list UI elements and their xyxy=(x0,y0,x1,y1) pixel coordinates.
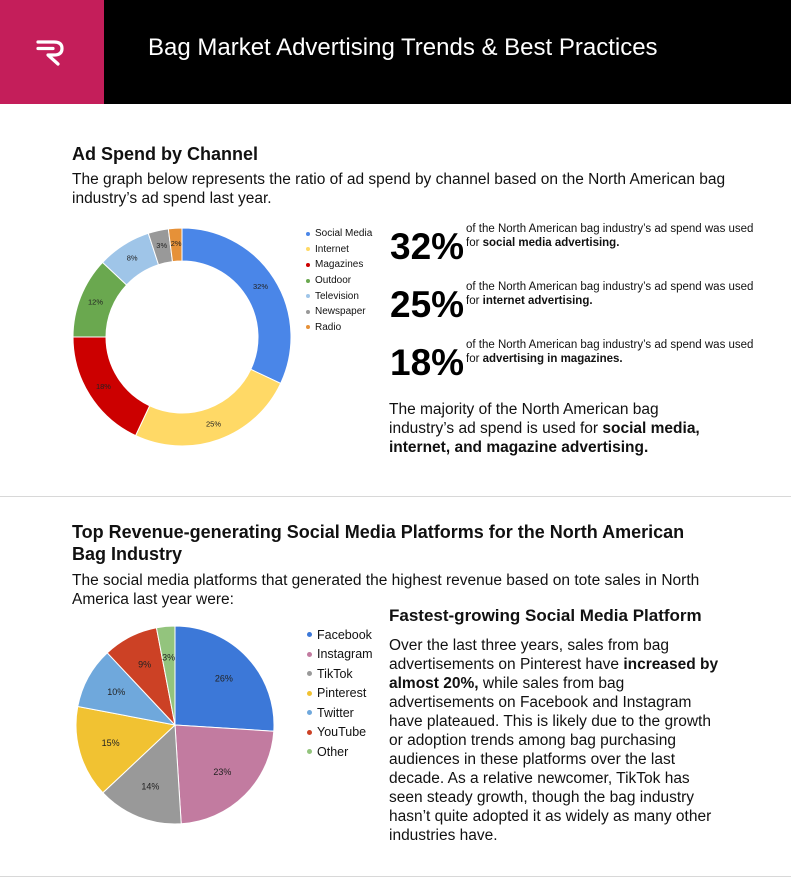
legend-swatch xyxy=(307,671,312,677)
legend-item-instagram: Instagram xyxy=(307,645,373,665)
slice-label-tiktok: 14% xyxy=(141,782,159,792)
section-description-ad-spend: The graph below represents the ratio of … xyxy=(72,171,726,207)
slice-label-instagram: 23% xyxy=(213,767,231,777)
slice-label-magazines: 18% xyxy=(96,382,111,391)
legend-item-pinterest: Pinterest xyxy=(307,684,373,704)
ad-spend-legend: Social Media Internet Magazines Outdoor Tele… xyxy=(306,226,372,335)
legend-item-radio: Radio xyxy=(306,320,372,336)
slice-label-pinterest: 15% xyxy=(102,738,120,748)
bottom-divider xyxy=(0,876,791,877)
legend-swatch xyxy=(307,749,312,755)
slice-label-youtube: 9% xyxy=(138,660,151,670)
header-bar: Bag Market Advertising Trends & Best Pra… xyxy=(0,0,791,104)
stat-text: of the North American bag industry’s ad … xyxy=(466,281,754,307)
slice-label-newspaper: 3% xyxy=(156,241,167,250)
slice-tiktok xyxy=(102,723,182,825)
stat-internet: 25% of the North American bag industry’s… xyxy=(390,281,753,328)
legend-item-other: Other xyxy=(307,742,373,762)
legend-swatch xyxy=(307,690,312,696)
slice-pinterest xyxy=(75,705,177,794)
slice-label-twitter: 10% xyxy=(107,687,125,697)
slice-social-media xyxy=(181,227,292,385)
slice-label-other: 3% xyxy=(162,653,175,663)
legend-item-twitter: Twitter xyxy=(307,703,373,723)
section-title-social-platforms: Top Revenue-generating Social Media Plat… xyxy=(72,522,685,564)
slice-label-outdoor: 12% xyxy=(88,298,103,307)
stat-text: of the North American bag industry’s ad … xyxy=(466,339,754,365)
social-revenue-legend: Facebook Instagram TikTok Pinterest Twitter Y… xyxy=(307,625,373,762)
legend-label: YouTube xyxy=(317,725,367,740)
page-title: Bag Market Advertising Trends & Best Pra… xyxy=(148,34,658,61)
slice-label-facebook: 26% xyxy=(215,674,233,684)
legend-label: Pinterest xyxy=(317,686,367,701)
legend-swatch xyxy=(307,729,312,735)
legend-label: Social Media xyxy=(315,228,373,240)
legend-swatch xyxy=(306,309,310,314)
side-title-fastest-growing: Fastest-growing Social Media Platform xyxy=(389,606,702,625)
legend-item-television: Television xyxy=(306,288,372,304)
slice-other xyxy=(155,625,176,726)
legend-swatch xyxy=(306,294,310,299)
slice-label-television: 8% xyxy=(127,253,138,262)
section-divider xyxy=(0,496,791,497)
slice-internet xyxy=(134,368,282,447)
legend-item-facebook: Facebook xyxy=(307,625,373,645)
legend-swatch xyxy=(307,651,312,657)
section-description-social-platforms: The social media platforms that generate… xyxy=(72,572,700,608)
legend-label: TikTok xyxy=(317,666,353,681)
section-title-ad-spend: Ad Spend by Channel xyxy=(72,144,259,164)
legend-item-outdoor: Outdoor xyxy=(306,273,372,289)
stat-social-media: 32% of the North American bag industry’s… xyxy=(390,223,753,270)
ad-spend-donut-chart: 32% 25% 18% 12% 8% 3% 2% xyxy=(72,227,292,447)
slice-label-internet: 25% xyxy=(206,419,221,428)
logo-block xyxy=(0,0,104,104)
slice-magazines xyxy=(72,336,151,437)
legend-item-internet: Internet xyxy=(306,242,372,258)
legend-item-magazines: Magazines xyxy=(306,257,372,273)
legend-swatch xyxy=(306,231,310,236)
legend-swatch xyxy=(306,247,310,252)
legend-label: Facebook xyxy=(317,627,372,642)
slice-instagram xyxy=(174,724,275,825)
legend-label: Radio xyxy=(315,321,342,333)
legend-item-newspaper: Newspaper xyxy=(306,304,372,320)
stat-value: 25% xyxy=(390,284,465,325)
legend-swatch xyxy=(307,632,312,638)
legend-label: Other xyxy=(317,744,349,759)
legend-label: Television xyxy=(315,290,359,302)
social-revenue-pie-chart: 26% 23% 14% 15% 10% 9% 3% xyxy=(75,625,275,825)
stat-magazines: 18% of the North American bag industry’s… xyxy=(390,339,753,386)
legend-label: Newspaper xyxy=(315,306,366,318)
legend-item-social-media: Social Media xyxy=(306,226,372,242)
legend-swatch xyxy=(306,262,310,267)
stat-value: 18% xyxy=(390,342,465,383)
slice-facebook xyxy=(174,625,275,732)
legend-label: Twitter xyxy=(317,705,354,720)
slice-label-social-media: 32% xyxy=(253,282,268,291)
legend-swatch xyxy=(306,325,310,330)
ad-spend-summary: The majority of the North American bag i… xyxy=(389,401,700,456)
legend-swatch xyxy=(306,278,310,283)
legend-item-youtube: YouTube xyxy=(307,723,373,743)
legend-label: Internet xyxy=(315,243,349,255)
stat-text: of the North American bag industry’s ad … xyxy=(466,223,754,249)
side-text-fastest-growing: Over the last three years, sales from ba… xyxy=(389,637,719,844)
legend-item-tiktok: TikTok xyxy=(307,664,373,684)
legend-label: Outdoor xyxy=(315,275,352,287)
legend-label: Magazines xyxy=(315,259,364,271)
legend-label: Instagram xyxy=(317,647,373,662)
stylized-r-logo-icon xyxy=(36,40,64,66)
stat-value: 32% xyxy=(390,226,465,267)
slice-radio xyxy=(167,227,183,263)
legend-swatch xyxy=(307,710,312,716)
slice-label-radio: 2% xyxy=(171,239,182,248)
